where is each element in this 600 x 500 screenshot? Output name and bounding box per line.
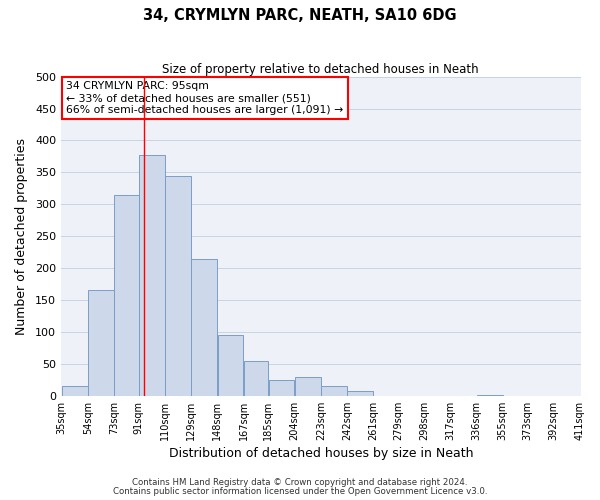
Text: Contains HM Land Registry data © Crown copyright and database right 2024.: Contains HM Land Registry data © Crown c… xyxy=(132,478,468,487)
Bar xyxy=(321,386,347,396)
Bar xyxy=(165,176,191,396)
Text: Contains public sector information licensed under the Open Government Licence v3: Contains public sector information licen… xyxy=(113,486,487,496)
Text: 34, CRYMLYN PARC, NEATH, SA10 6DG: 34, CRYMLYN PARC, NEATH, SA10 6DG xyxy=(143,8,457,22)
Bar xyxy=(191,258,217,396)
X-axis label: Distribution of detached houses by size in Neath: Distribution of detached houses by size … xyxy=(169,447,473,460)
Bar xyxy=(139,154,165,396)
Bar xyxy=(244,360,268,396)
Bar xyxy=(295,378,320,396)
Bar xyxy=(88,290,114,396)
Bar xyxy=(347,390,373,396)
Bar xyxy=(62,386,88,396)
Bar xyxy=(114,195,139,396)
Bar xyxy=(269,380,295,396)
Y-axis label: Number of detached properties: Number of detached properties xyxy=(15,138,28,334)
Bar xyxy=(218,335,244,396)
Title: Size of property relative to detached houses in Neath: Size of property relative to detached ho… xyxy=(163,62,479,76)
Bar xyxy=(477,394,503,396)
Text: 34 CRYMLYN PARC: 95sqm
← 33% of detached houses are smaller (551)
66% of semi-de: 34 CRYMLYN PARC: 95sqm ← 33% of detached… xyxy=(66,82,343,114)
